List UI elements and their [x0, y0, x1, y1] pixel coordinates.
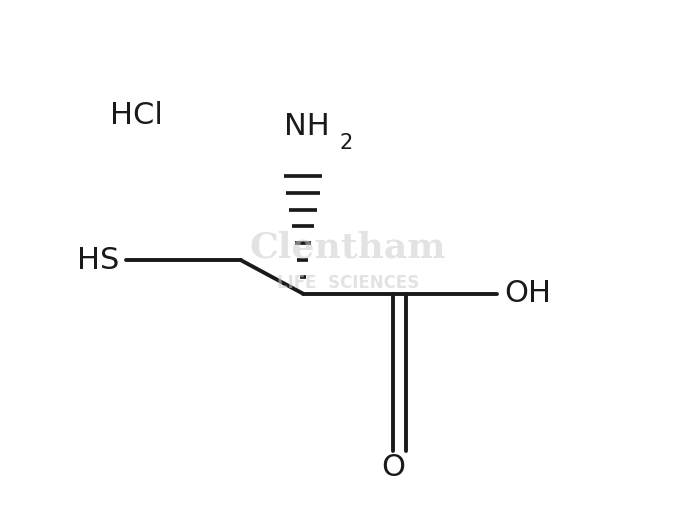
Text: LIFE  SCIENCES: LIFE SCIENCES [277, 274, 419, 292]
Text: NH: NH [283, 112, 329, 141]
Text: 2: 2 [339, 133, 353, 153]
Text: Clentham: Clentham [250, 230, 446, 264]
Text: HS: HS [77, 245, 119, 275]
Text: OH: OH [504, 279, 551, 308]
Text: O: O [381, 453, 405, 483]
Text: HCl: HCl [110, 101, 163, 129]
